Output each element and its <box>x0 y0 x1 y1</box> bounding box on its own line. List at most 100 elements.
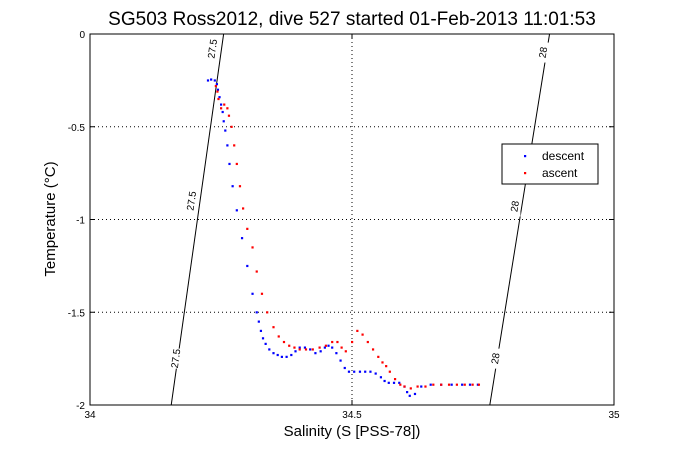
data-point-descent <box>429 383 432 386</box>
data-point-ascent <box>409 387 412 390</box>
data-point-ascent <box>424 385 427 388</box>
data-point-descent <box>323 346 326 349</box>
isopycnal-label-bg <box>510 196 521 217</box>
data-point-ascent <box>351 340 354 344</box>
y-axis-label: Temperature (°C) <box>42 161 59 276</box>
data-point-descent <box>231 185 234 188</box>
data-point-ascent <box>477 383 481 386</box>
isopycnal-line <box>489 33 551 406</box>
plot-area <box>90 34 614 405</box>
data-point-descent <box>319 350 322 353</box>
data-point-descent <box>461 383 464 386</box>
data-point-ascent <box>331 340 334 344</box>
x-axis-label: Salinity (S [PSS-78]) <box>284 423 421 440</box>
data-point-descent <box>408 394 411 397</box>
data-point-descent <box>290 353 293 357</box>
data-point-descent <box>222 120 225 123</box>
isopycnal-label-bg <box>171 348 182 369</box>
data-point-ascent <box>298 348 301 351</box>
data-point-ascent <box>266 311 269 314</box>
data-point-ascent <box>340 346 343 349</box>
data-point-ascent <box>311 348 314 351</box>
data-point-descent <box>213 79 216 82</box>
data-point-ascent <box>220 107 223 110</box>
data-point-ascent <box>246 227 249 230</box>
data-point-descent <box>364 370 367 373</box>
isopycnal-lines: 27.5 27.5 27.5 28 28 28 <box>170 33 551 406</box>
data-point-ascent <box>455 383 458 386</box>
legend-box <box>501 143 599 185</box>
isopycnal-label-bg <box>187 190 198 211</box>
axis-ticks: 34 34.5 35 0 -0.5 -1 -1.5 -2 <box>68 30 620 421</box>
series-ascent <box>214 84 481 390</box>
data-point-descent <box>369 370 372 373</box>
data-point-descent <box>392 381 396 384</box>
isopycnal-line <box>170 33 225 406</box>
data-point-descent <box>374 372 377 375</box>
data-point-descent <box>206 79 210 82</box>
data-point-descent <box>251 292 254 295</box>
legend-label-ascent: ascent <box>542 166 578 180</box>
legend-marker-descent <box>524 155 527 158</box>
data-point-ascent <box>255 270 258 273</box>
isopycnal-label-bg <box>491 348 502 369</box>
data-point-descent <box>228 162 231 166</box>
data-point-descent <box>331 346 334 349</box>
data-point-descent <box>298 346 301 349</box>
data-point-ascent <box>361 333 364 336</box>
data-point-ascent <box>223 103 226 106</box>
legend: descent ascent <box>501 143 599 185</box>
data-point-descent <box>268 348 271 351</box>
data-point-descent <box>314 352 317 355</box>
y-tick-label: -2 <box>76 401 85 412</box>
data-point-ascent <box>227 114 231 117</box>
legend-marker-ascent <box>524 172 527 175</box>
data-point-descent <box>379 376 383 379</box>
data-point-ascent <box>393 378 397 381</box>
data-point-ascent <box>288 344 291 347</box>
data-point-descent <box>285 355 288 358</box>
data-point-descent <box>398 381 401 384</box>
data-point-descent <box>339 359 342 362</box>
data-point-ascent <box>214 84 217 88</box>
data-point-ascent <box>336 340 339 344</box>
data-point-descent <box>257 320 260 323</box>
data-point-ascent <box>440 383 443 386</box>
data-point-descent <box>294 350 297 353</box>
data-point-ascent <box>388 370 391 373</box>
data-point-ascent <box>377 355 380 358</box>
data-point-descent <box>280 355 283 358</box>
data-point-ascent <box>235 162 238 166</box>
data-point-ascent <box>471 383 474 386</box>
data-point-descent <box>327 344 330 347</box>
data-point-descent <box>226 144 229 147</box>
data-point-descent <box>240 237 244 240</box>
data-point-descent <box>210 78 213 81</box>
data-point-descent <box>450 383 453 386</box>
data-point-ascent <box>304 348 308 351</box>
series-descent <box>206 78 479 397</box>
data-point-ascent <box>272 326 275 329</box>
data-point-ascent <box>447 383 451 386</box>
isopycnal-label: 27.5 <box>206 38 220 59</box>
data-point-ascent <box>385 365 388 368</box>
y-tick-label: 0 <box>79 30 85 41</box>
data-point-descent <box>220 103 223 106</box>
data-point-ascent <box>217 97 220 101</box>
data-point-ascent <box>242 207 245 210</box>
data-point-ascent <box>216 90 219 93</box>
isopycnal-label: 28 <box>509 200 522 213</box>
data-point-ascent <box>366 340 369 344</box>
data-point-ascent <box>282 340 286 344</box>
isopycnal-label-bg <box>538 42 549 63</box>
data-point-ascent <box>277 335 280 338</box>
data-point-descent <box>272 352 275 355</box>
data-point-descent <box>347 370 351 373</box>
data-point-ascent <box>381 361 384 364</box>
data-point-descent <box>309 348 312 351</box>
data-point-ascent <box>371 348 375 351</box>
data-point-ascent <box>356 329 359 332</box>
data-point-ascent <box>416 385 419 388</box>
data-point-descent <box>413 392 417 396</box>
